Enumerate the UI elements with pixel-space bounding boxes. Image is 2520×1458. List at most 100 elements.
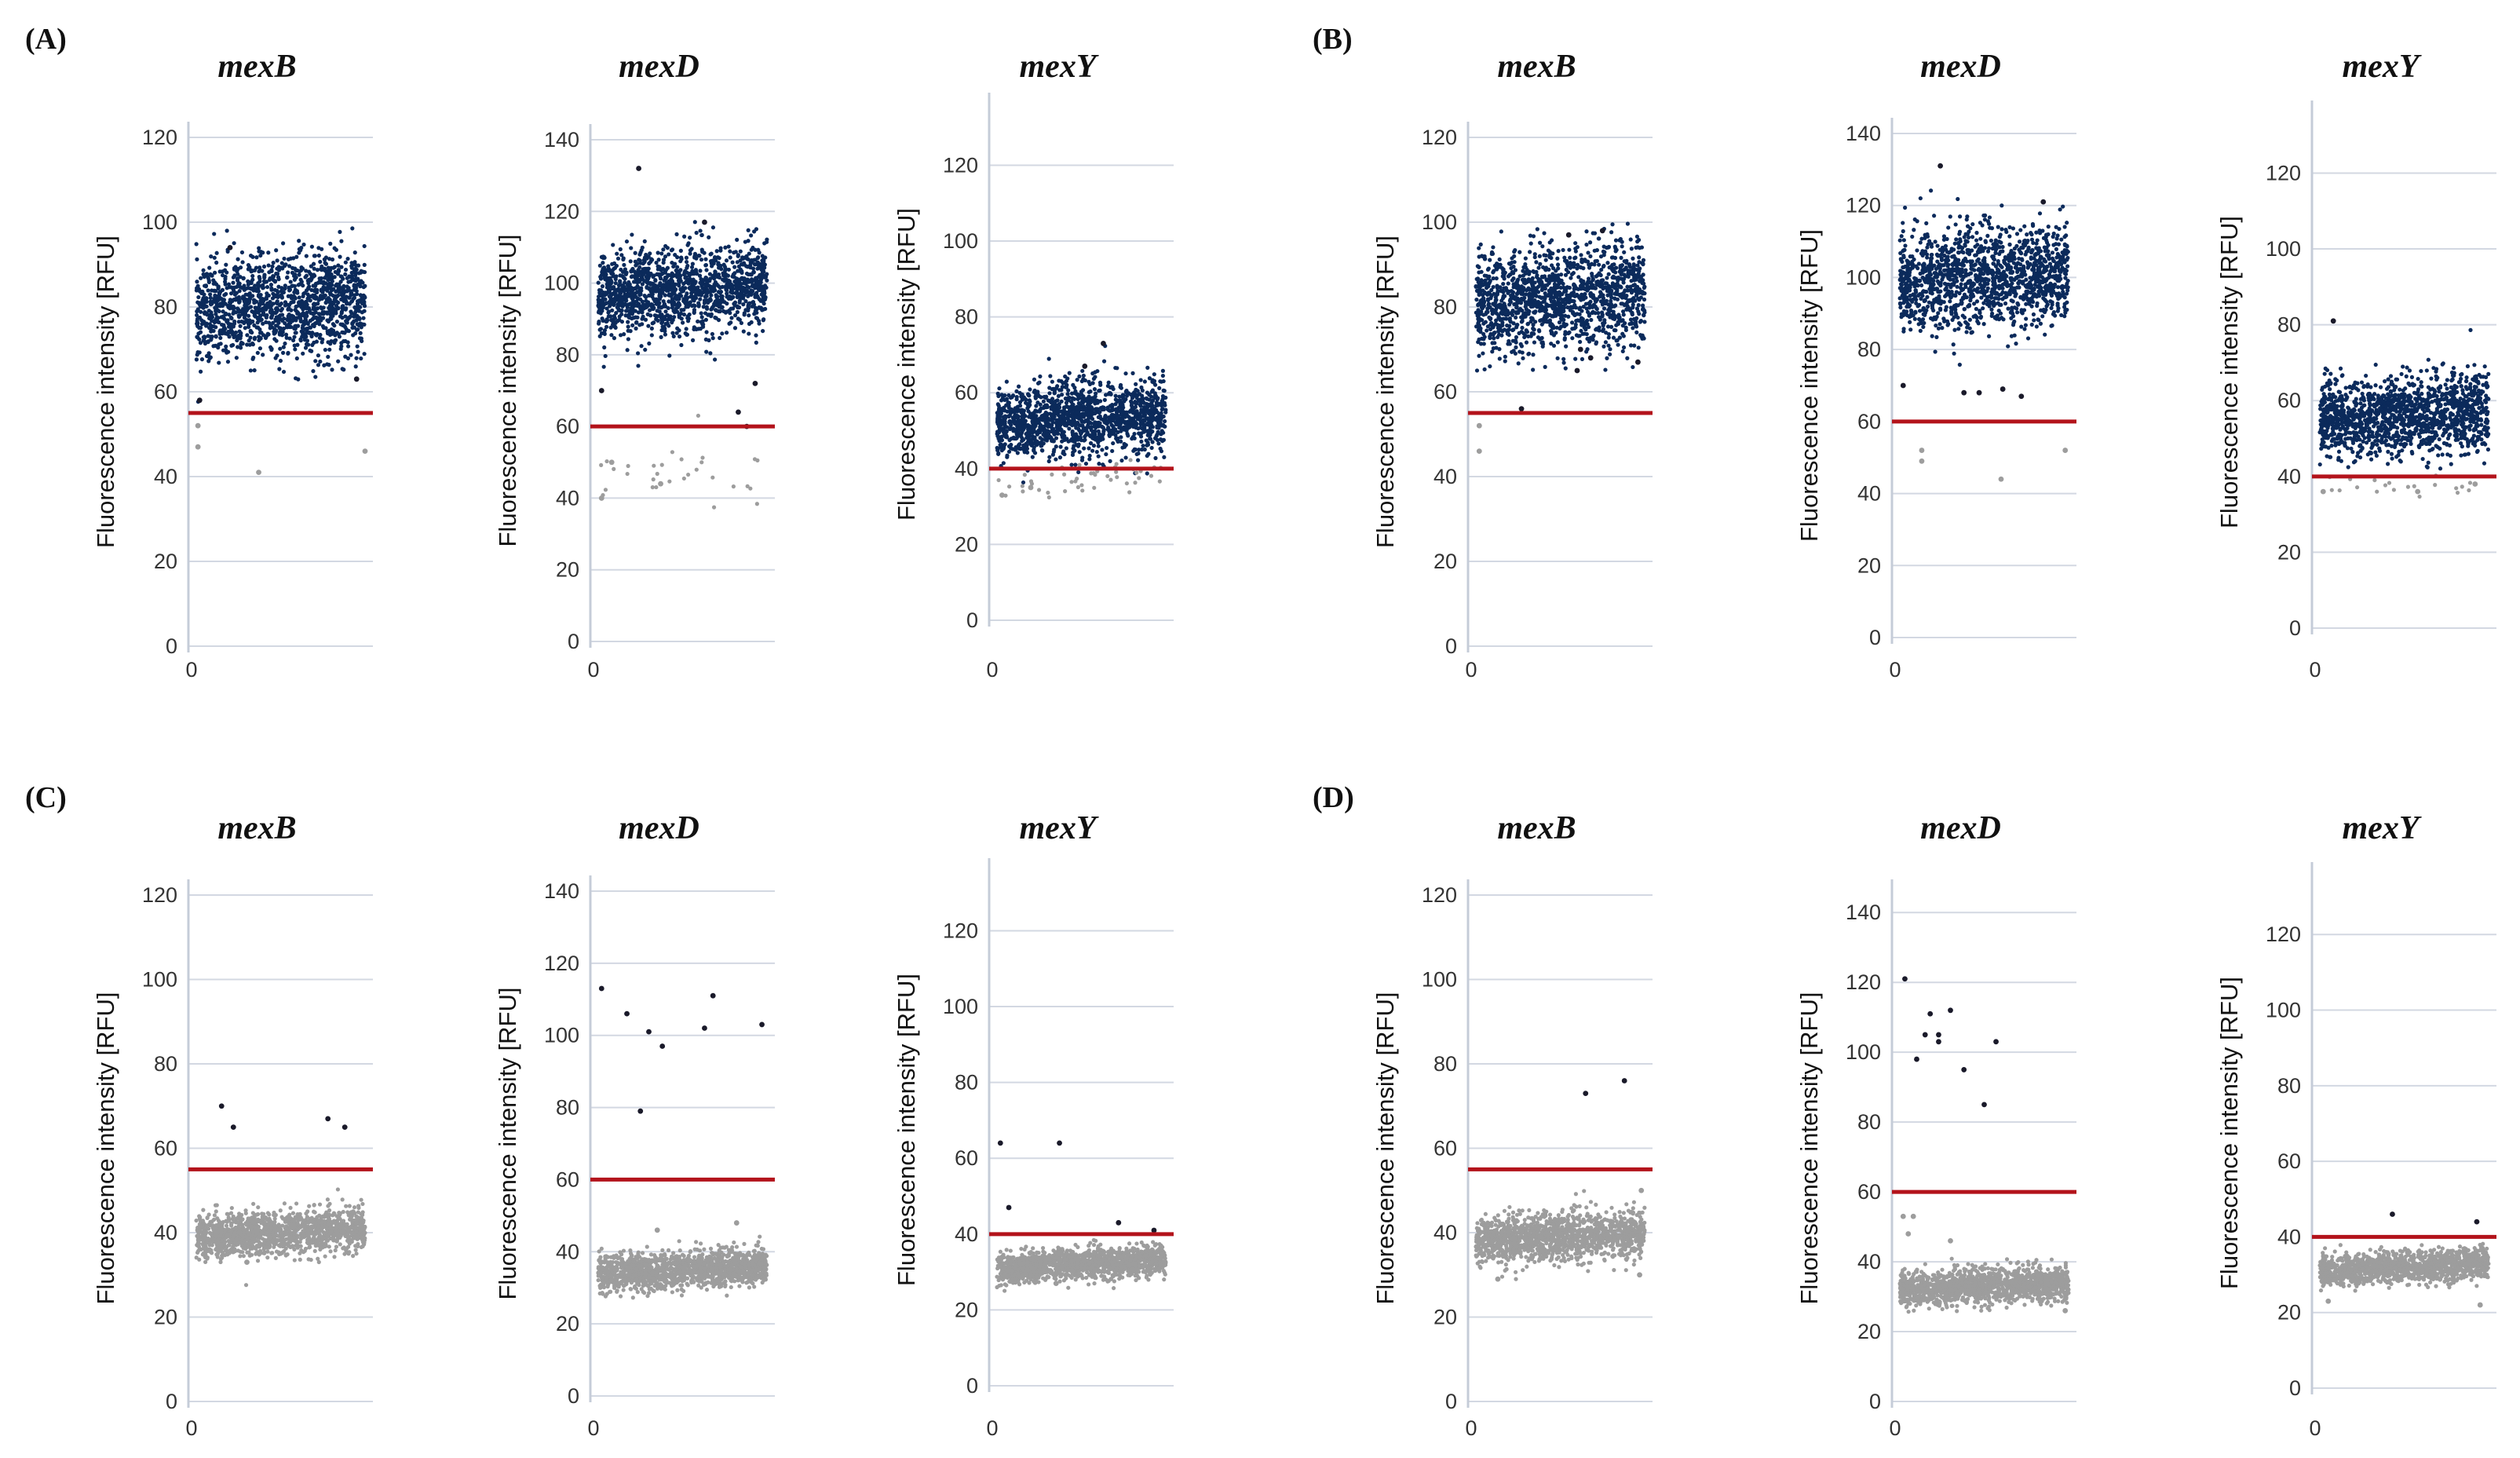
data-point	[601, 254, 606, 259]
data-point	[1119, 407, 1125, 411]
outlier-point	[196, 397, 203, 404]
data-point	[320, 296, 324, 301]
data-point	[210, 334, 214, 339]
data-point	[615, 305, 619, 310]
data-point	[343, 267, 349, 272]
data-point	[299, 280, 304, 284]
data-point	[353, 276, 359, 281]
data-point	[1024, 447, 1028, 451]
data-point	[609, 333, 614, 338]
data-point	[622, 332, 626, 337]
data-point	[1060, 419, 1065, 424]
data-point	[318, 359, 323, 364]
data-point	[1539, 341, 1544, 345]
data-point	[223, 282, 228, 287]
data-point	[271, 278, 276, 283]
data-point	[252, 323, 257, 327]
outlier-point	[362, 448, 368, 454]
data-point	[1012, 419, 1017, 425]
data-point	[642, 293, 647, 298]
data-point	[221, 299, 225, 304]
data-point	[635, 351, 641, 356]
data-point	[662, 301, 667, 307]
data-point	[1556, 249, 1561, 254]
data-point	[197, 350, 202, 355]
data-point	[761, 275, 766, 280]
data-point	[1035, 421, 1039, 426]
data-point	[1631, 262, 1636, 267]
data-point	[265, 301, 270, 306]
data-point	[1087, 457, 1092, 462]
data-point	[748, 486, 753, 491]
data-point	[1609, 230, 1614, 235]
data-point	[1021, 417, 1025, 422]
data-point	[314, 320, 319, 326]
data-point	[194, 357, 199, 362]
data-point	[316, 312, 322, 316]
data-point	[1003, 429, 1008, 434]
data-point	[199, 276, 203, 280]
data-point	[354, 291, 360, 297]
data-point	[621, 283, 626, 288]
data-point	[232, 267, 237, 272]
data-point	[252, 335, 257, 340]
data-point	[346, 344, 351, 349]
data-point	[626, 337, 630, 342]
y-tick-label: 0	[966, 608, 978, 632]
data-point	[261, 353, 265, 357]
data-point	[331, 312, 335, 316]
data-point	[601, 364, 606, 369]
data-point	[296, 283, 301, 287]
data-point	[1637, 260, 1642, 265]
data-point	[704, 298, 710, 303]
data-point	[1138, 434, 1144, 439]
data-point	[275, 299, 279, 304]
data-point	[647, 341, 652, 346]
data-point	[341, 291, 346, 295]
data-point	[760, 262, 765, 268]
y-tick-label: 100	[142, 210, 177, 234]
data-point	[1113, 402, 1118, 407]
data-point	[738, 294, 743, 299]
data-point	[353, 364, 358, 369]
data-point	[338, 229, 342, 235]
data-point	[671, 291, 677, 296]
data-point	[277, 367, 282, 371]
data-point	[356, 298, 362, 303]
data-point	[1004, 433, 1009, 438]
data-point	[301, 351, 305, 356]
data-point	[696, 319, 700, 324]
data-point	[327, 305, 331, 310]
data-point	[1108, 459, 1112, 463]
data-point	[1146, 404, 1151, 408]
data-point	[236, 309, 241, 314]
data-point	[1125, 424, 1130, 429]
data-point	[299, 246, 304, 250]
data-point	[217, 302, 222, 307]
data-point	[250, 273, 255, 279]
data-point	[1156, 429, 1160, 434]
data-point	[735, 260, 740, 265]
data-point	[358, 331, 363, 335]
data-point	[1105, 473, 1110, 479]
data-point	[354, 356, 359, 360]
data-point	[761, 301, 766, 306]
data-point	[246, 282, 250, 287]
data-point	[1150, 379, 1155, 384]
data-point	[254, 255, 259, 260]
data-point	[673, 261, 677, 266]
data-point	[708, 351, 713, 356]
data-point	[362, 262, 367, 267]
data-point	[626, 320, 630, 324]
data-point	[711, 287, 716, 292]
series-positive	[596, 220, 769, 369]
data-point	[286, 257, 291, 261]
data-point	[256, 286, 261, 291]
data-point	[655, 272, 659, 277]
data-point	[1120, 411, 1125, 415]
data-point	[209, 310, 214, 315]
data-point	[718, 298, 724, 303]
data-point	[1483, 278, 1488, 283]
data-point	[1076, 484, 1080, 490]
